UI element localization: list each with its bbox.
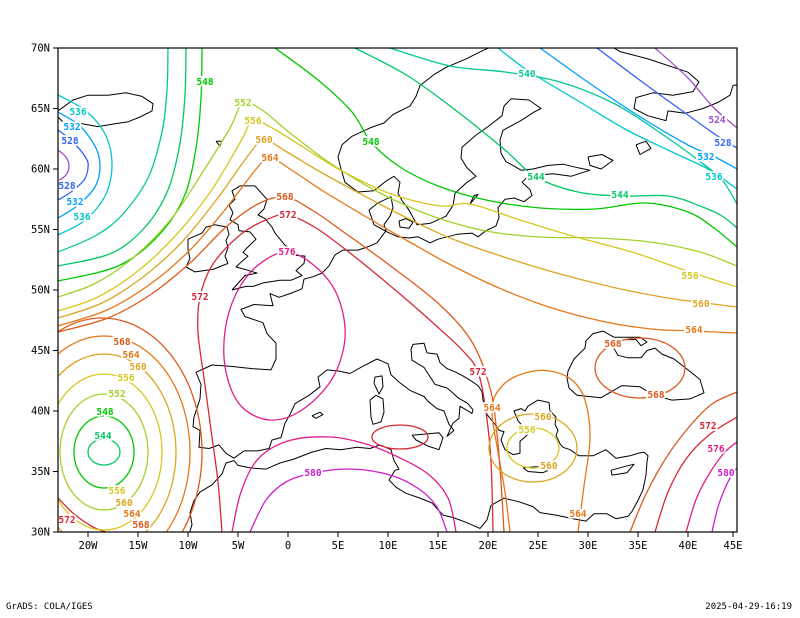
svg-text:45N: 45N — [31, 345, 50, 357]
svg-text:65N: 65N — [31, 103, 50, 115]
svg-text:532: 532 — [63, 122, 80, 133]
svg-text:556: 556 — [244, 116, 261, 127]
svg-text:568: 568 — [604, 339, 621, 350]
svg-text:548: 548 — [362, 137, 379, 148]
svg-text:536: 536 — [705, 172, 722, 183]
svg-text:572: 572 — [58, 515, 75, 526]
svg-text:568: 568 — [276, 192, 293, 203]
grads-credit: GrADS: COLA/IGES — [6, 602, 93, 612]
svg-text:544: 544 — [611, 190, 628, 201]
svg-text:10W: 10W — [179, 540, 199, 552]
svg-text:0: 0 — [285, 540, 291, 552]
svg-text:544: 544 — [527, 172, 544, 183]
svg-text:70N: 70N — [31, 43, 50, 55]
svg-text:552: 552 — [234, 98, 251, 109]
svg-text:552: 552 — [108, 389, 125, 400]
svg-text:528: 528 — [61, 136, 78, 147]
svg-text:564: 564 — [261, 153, 278, 164]
svg-text:60N: 60N — [31, 164, 50, 176]
svg-text:5W: 5W — [232, 540, 245, 552]
svg-text:55N: 55N — [31, 224, 50, 236]
svg-text:576: 576 — [278, 247, 295, 258]
svg-text:572: 572 — [699, 421, 716, 432]
svg-text:560: 560 — [255, 135, 272, 146]
svg-text:10E: 10E — [379, 540, 398, 552]
svg-text:564: 564 — [569, 509, 586, 520]
svg-text:536: 536 — [73, 212, 90, 223]
svg-text:20E: 20E — [479, 540, 498, 552]
svg-text:580: 580 — [304, 468, 321, 479]
svg-text:560: 560 — [540, 461, 557, 472]
svg-text:15E: 15E — [429, 540, 448, 552]
svg-text:568: 568 — [647, 390, 664, 401]
svg-text:556: 556 — [518, 425, 535, 436]
svg-text:560: 560 — [129, 362, 146, 373]
svg-text:40N: 40N — [31, 406, 50, 418]
svg-text:564: 564 — [123, 509, 140, 520]
svg-text:544: 544 — [94, 431, 111, 442]
svg-text:576: 576 — [707, 444, 724, 455]
creation-timestamp: 2025-04-29-16:19 — [705, 602, 792, 612]
svg-text:548: 548 — [196, 77, 213, 88]
svg-text:35E: 35E — [629, 540, 648, 552]
svg-text:556: 556 — [108, 486, 125, 497]
svg-text:15W: 15W — [129, 540, 149, 552]
svg-text:564: 564 — [122, 350, 139, 361]
svg-text:556: 556 — [117, 373, 134, 384]
svg-text:25E: 25E — [529, 540, 548, 552]
svg-text:30E: 30E — [579, 540, 598, 552]
svg-text:568: 568 — [132, 520, 149, 531]
svg-text:572: 572 — [279, 210, 296, 221]
svg-text:580: 580 — [717, 468, 734, 479]
svg-text:548: 548 — [96, 407, 113, 418]
svg-text:556: 556 — [681, 271, 698, 282]
svg-text:560: 560 — [115, 498, 132, 509]
svg-text:35N: 35N — [31, 466, 50, 478]
svg-text:532: 532 — [66, 197, 83, 208]
svg-text:572: 572 — [191, 292, 208, 303]
svg-text:45E: 45E — [724, 540, 743, 552]
svg-text:572: 572 — [469, 367, 486, 378]
svg-text:564: 564 — [685, 325, 702, 336]
svg-text:524: 524 — [708, 115, 725, 126]
svg-text:536: 536 — [69, 107, 86, 118]
svg-text:560: 560 — [534, 412, 551, 423]
svg-text:564: 564 — [483, 403, 500, 414]
svg-text:560: 560 — [692, 299, 709, 310]
svg-text:528: 528 — [58, 181, 75, 192]
svg-text:20W: 20W — [79, 540, 99, 552]
svg-text:50N: 50N — [31, 285, 50, 297]
svg-text:528: 528 — [714, 138, 731, 149]
svg-text:540: 540 — [518, 69, 535, 80]
svg-text:568: 568 — [113, 337, 130, 348]
svg-text:5E: 5E — [332, 540, 345, 552]
svg-text:532: 532 — [697, 152, 714, 163]
svg-text:40E: 40E — [679, 540, 698, 552]
svg-text:30N: 30N — [31, 527, 50, 539]
